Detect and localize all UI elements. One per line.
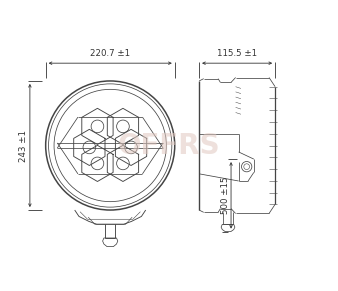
- Text: OFFRS: OFFRS: [118, 132, 220, 159]
- Text: 500 ±15: 500 ±15: [221, 177, 230, 214]
- Text: 115.5 ±1: 115.5 ±1: [217, 49, 257, 58]
- Text: 243 ±1: 243 ±1: [19, 129, 28, 162]
- Text: 220.7 ±1: 220.7 ±1: [90, 49, 130, 58]
